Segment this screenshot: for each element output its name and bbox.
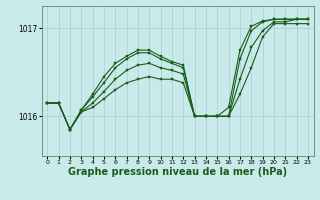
X-axis label: Graphe pression niveau de la mer (hPa): Graphe pression niveau de la mer (hPa) [68,167,287,177]
